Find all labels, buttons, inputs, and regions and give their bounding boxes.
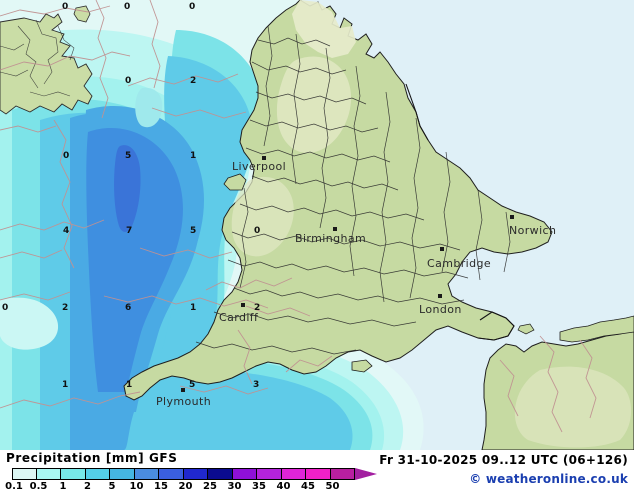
contour-label: 5 (189, 380, 196, 390)
city-label-cambridge: Cambridge (427, 257, 492, 270)
contour-label: 0 (189, 2, 196, 12)
precip-band-5-south (118, 368, 353, 450)
ireland-county-borders (0, 19, 75, 97)
precip-band-20 (114, 145, 141, 232)
contour-label: 0 (124, 2, 131, 12)
legend-tick-5: 5 (108, 481, 116, 490)
legend-swatch-50[interactable] (330, 468, 355, 480)
city-dot-london (438, 294, 442, 298)
continental-highland-shade (514, 366, 632, 448)
ireland-landmass (0, 13, 93, 115)
city-dot-cardiff (241, 303, 245, 307)
river-lines (0, 0, 597, 433)
map-footer: Precipitation [mm] GFS 0.1 0.5 1 2 5 10 15 20 25… (0, 450, 634, 490)
legend-swatch-0.5[interactable] (36, 468, 61, 480)
wales-highland-shade (231, 176, 294, 257)
contour-label: 0 (254, 226, 261, 236)
legend-swatch-10[interactable] (134, 468, 159, 480)
precipitation-field (0, 29, 404, 450)
legend-tick-1: 1 (59, 481, 67, 490)
legend-tick-2: 2 (84, 481, 91, 490)
contour-label: 2 (62, 303, 69, 313)
pennines-highland-shade (276, 56, 352, 153)
coastline-emphasis (405, 83, 515, 341)
legend-swatch-2[interactable] (85, 468, 110, 480)
city-label-birmingham: Birmingham (295, 232, 367, 245)
city-dot-norwich (510, 215, 514, 219)
anglesey-island (223, 173, 247, 191)
city-label-plymouth: Plymouth (156, 395, 212, 408)
legend-swatch-5[interactable] (110, 468, 135, 480)
admin-borders (195, 25, 511, 355)
precipitation-color-scale[interactable] (12, 468, 377, 480)
contour-label: 4 (63, 226, 70, 236)
map-canvas (0, 0, 634, 450)
contour-label: 0 (2, 303, 9, 313)
legend-swatch-35[interactable] (257, 468, 282, 480)
legend-tick-15: 15 (154, 481, 168, 490)
copyright-notice[interactable]: © weatheronline.co.uk (469, 472, 628, 486)
legend-swatch-1[interactable] (61, 468, 86, 480)
land-masses (0, 0, 634, 450)
legend-swatch-0.1[interactable] (12, 468, 37, 480)
legend-overflow-arrow-icon (355, 468, 377, 480)
legend-tick-25: 25 (203, 481, 217, 490)
contour-label: 5 (125, 151, 132, 161)
city-label-cardiff: Cardiff (219, 311, 259, 324)
legend-swatch-15[interactable] (159, 468, 184, 480)
legend-tick-45: 45 (301, 481, 315, 490)
legend-tick-20: 20 (178, 481, 193, 490)
legend-tick-0.1: 0.1 (5, 481, 23, 490)
contour-label: 0 (62, 2, 69, 12)
precip-patch-nw (0, 297, 59, 350)
legend-swatch-25[interactable] (208, 468, 233, 480)
legend-swatch-20[interactable] (183, 468, 208, 480)
channel-island (517, 323, 535, 335)
legend-swatch-45[interactable] (306, 468, 331, 480)
contour-label: 1 (62, 380, 69, 390)
legend-swatch-30[interactable] (232, 468, 257, 480)
legend-swatch-40[interactable] (281, 468, 306, 480)
contour-label: 0 (125, 76, 132, 86)
legend-tick-0.5: 0.5 (29, 481, 48, 490)
contour-label: 2 (190, 76, 197, 86)
legend-tick-10: 10 (129, 481, 144, 490)
contour-label: 1 (190, 151, 197, 161)
contour-label: 5 (190, 226, 197, 236)
contour-label: 1 (126, 380, 133, 390)
legend-tick-50: 50 (325, 481, 340, 490)
contour-label: 6 (125, 303, 132, 313)
contour-label: 1 (190, 303, 197, 313)
precip-patch-ireland-south (135, 87, 163, 128)
continental-coast-detail (559, 315, 634, 343)
legend-tick-30: 30 (227, 481, 242, 490)
precipitation-map[interactable]: Liverpool Birmingham Norwich Cambridge Londo… (0, 0, 634, 450)
legend-tick-35: 35 (252, 481, 266, 490)
city-label-liverpool: Liverpool (232, 160, 287, 173)
contour-label: 0 (63, 151, 70, 161)
city-dot-birmingham (333, 227, 337, 231)
contour-label: 3 (253, 380, 260, 390)
isle-of-wight (351, 359, 373, 373)
scotland-highland-shade (292, 0, 356, 58)
precip-band-15 (86, 128, 183, 392)
city-dot-plymouth (181, 388, 185, 392)
city-dot-liverpool (262, 156, 266, 160)
legend-title: Precipitation [mm] GFS (6, 451, 178, 465)
city-dot-cambridge (440, 247, 444, 251)
contour-label: 7 (126, 226, 133, 236)
city-label-london: London (419, 303, 462, 316)
legend-tick-40: 40 (276, 481, 291, 490)
contour-label: 2 (254, 303, 261, 313)
city-label-norwich: Norwich (509, 224, 557, 237)
forecast-timestamp: Fr 31-10-2025 09..12 UTC (06+126) (379, 453, 628, 467)
